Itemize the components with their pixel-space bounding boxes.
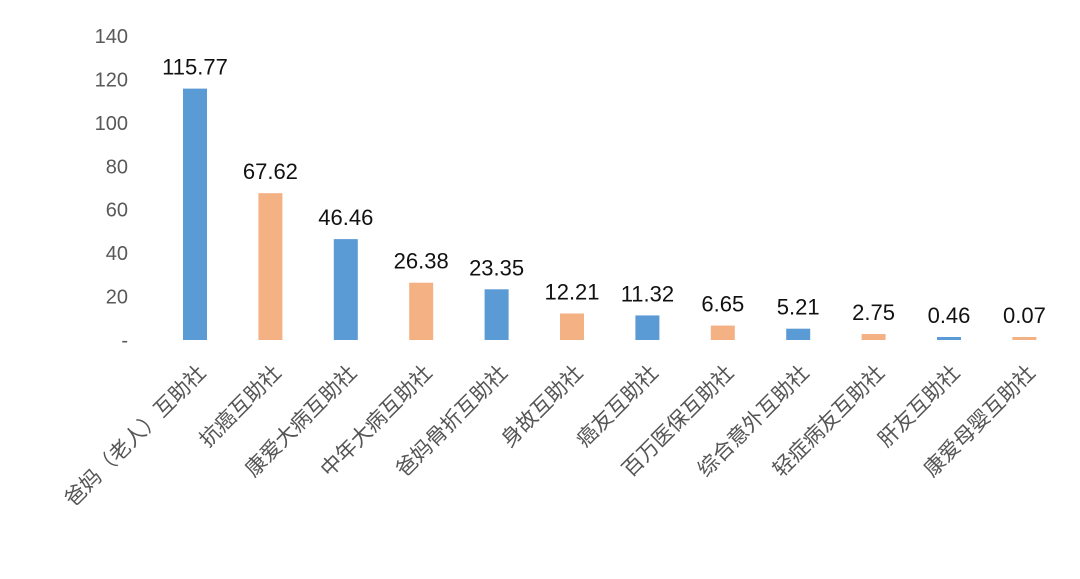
bar xyxy=(183,88,207,341)
data-label: 2.75 xyxy=(852,300,895,325)
bar xyxy=(937,337,961,340)
data-label: 5.21 xyxy=(777,295,820,320)
y-axis: - 20 40 60 80 100 120 140 xyxy=(95,26,128,352)
bar xyxy=(635,315,660,340)
y-tick-label: 140 xyxy=(95,26,128,48)
data-label: 23.35 xyxy=(469,255,524,280)
y-tick-label: - xyxy=(121,330,128,352)
bar xyxy=(710,325,735,340)
bar xyxy=(1012,337,1037,340)
y-tick-label: 120 xyxy=(95,69,128,91)
y-tick-label: 80 xyxy=(106,156,128,178)
data-label: 12.21 xyxy=(544,279,599,304)
bar xyxy=(861,334,886,340)
bar xyxy=(484,289,509,340)
data-label: 11.32 xyxy=(621,281,674,306)
data-label: 0.46 xyxy=(928,303,971,328)
bars xyxy=(183,88,1037,341)
y-tick-label: 100 xyxy=(95,113,128,135)
data-label: 115.77 xyxy=(162,55,228,80)
data-label: 67.62 xyxy=(243,159,298,184)
bar xyxy=(409,282,434,340)
y-tick-label: 60 xyxy=(106,200,128,222)
y-tick-label: 40 xyxy=(106,243,128,265)
data-label: 0.07 xyxy=(1003,303,1046,328)
data-labels: 115.77 67.62 46.46 26.38 23.35 12.21 11.32 6.65… xyxy=(162,55,1046,328)
bar xyxy=(258,193,283,340)
x-axis: 爸妈（老人）互助社抗癌互助社康爱大病互助社中年大病互助社爸妈骨折互助社身故互助社… xyxy=(60,361,1040,512)
data-label: 46.46 xyxy=(318,205,373,230)
data-label: 26.38 xyxy=(394,249,449,274)
x-tick-label: 爸妈（老人）互助社 xyxy=(60,361,211,512)
y-tick-label: 20 xyxy=(106,287,128,309)
bar xyxy=(560,313,584,340)
bar xyxy=(786,328,811,340)
bar xyxy=(333,239,358,340)
data-label: 6.65 xyxy=(701,292,744,317)
